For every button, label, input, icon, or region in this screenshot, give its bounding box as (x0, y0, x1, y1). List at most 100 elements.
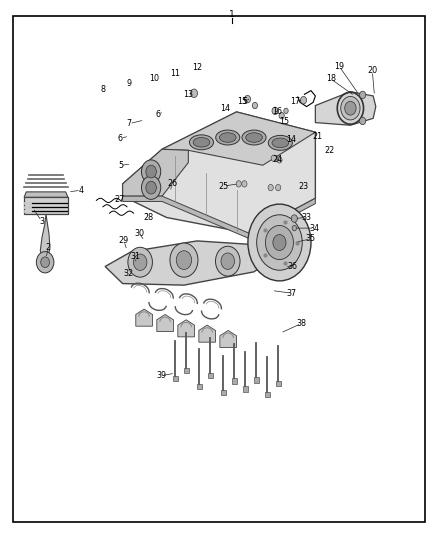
Text: 6: 6 (155, 110, 160, 118)
Ellipse shape (193, 138, 210, 147)
Ellipse shape (190, 135, 214, 150)
Polygon shape (24, 192, 68, 197)
Circle shape (272, 107, 278, 115)
Polygon shape (157, 314, 173, 332)
Ellipse shape (219, 133, 236, 142)
Circle shape (236, 181, 241, 187)
Polygon shape (162, 112, 315, 165)
Circle shape (141, 160, 161, 183)
Text: 28: 28 (144, 214, 154, 222)
Text: 36: 36 (288, 262, 297, 271)
Circle shape (273, 235, 286, 251)
Bar (243, 386, 248, 392)
Circle shape (276, 184, 281, 191)
Text: 34: 34 (310, 224, 319, 232)
Bar (184, 368, 189, 373)
Circle shape (41, 257, 49, 268)
Text: 38: 38 (297, 319, 306, 328)
Circle shape (341, 96, 360, 120)
Text: 26: 26 (167, 180, 177, 188)
Text: 22: 22 (325, 146, 335, 155)
Circle shape (279, 112, 284, 119)
Text: 24: 24 (272, 156, 283, 164)
Text: 8: 8 (100, 85, 106, 94)
Text: 1: 1 (229, 11, 235, 19)
Polygon shape (136, 309, 152, 326)
Text: 39: 39 (156, 372, 166, 380)
Ellipse shape (216, 130, 240, 145)
Bar (276, 381, 281, 386)
Bar (173, 376, 178, 381)
Ellipse shape (272, 138, 289, 148)
Polygon shape (315, 92, 376, 125)
Text: 12: 12 (192, 63, 202, 72)
Circle shape (284, 108, 288, 114)
Text: 5: 5 (243, 97, 248, 106)
Text: 29: 29 (119, 237, 129, 245)
Bar (197, 384, 202, 389)
Circle shape (345, 101, 356, 115)
Circle shape (300, 96, 307, 104)
Circle shape (360, 91, 366, 99)
Circle shape (134, 254, 147, 270)
Polygon shape (24, 197, 68, 214)
Bar (221, 390, 226, 395)
Text: 7: 7 (127, 119, 132, 128)
Text: 11: 11 (170, 69, 180, 77)
Text: 16: 16 (272, 108, 282, 116)
Circle shape (291, 215, 297, 222)
Circle shape (176, 251, 192, 270)
Ellipse shape (242, 130, 266, 145)
Circle shape (191, 89, 198, 98)
Text: 14: 14 (286, 135, 296, 144)
Text: 2: 2 (46, 244, 51, 252)
Polygon shape (123, 149, 188, 196)
Polygon shape (220, 330, 237, 348)
Circle shape (215, 246, 240, 276)
Text: 6: 6 (118, 134, 123, 143)
Ellipse shape (268, 135, 293, 150)
Circle shape (242, 181, 247, 187)
Text: 18: 18 (326, 75, 336, 83)
Circle shape (360, 117, 366, 125)
Text: 9: 9 (127, 79, 132, 88)
Bar (254, 377, 259, 383)
Text: 31: 31 (131, 253, 141, 261)
Text: 30: 30 (134, 229, 144, 238)
Polygon shape (123, 196, 315, 239)
Circle shape (146, 181, 156, 194)
Bar (208, 373, 213, 378)
Circle shape (292, 225, 297, 231)
Circle shape (244, 95, 251, 103)
Text: 14: 14 (220, 104, 230, 112)
Polygon shape (40, 214, 50, 261)
Ellipse shape (246, 133, 262, 142)
Polygon shape (105, 241, 276, 285)
Circle shape (221, 253, 234, 269)
Text: 13: 13 (184, 91, 193, 99)
Circle shape (271, 155, 276, 161)
Circle shape (141, 176, 161, 199)
Circle shape (268, 184, 273, 191)
Text: 15: 15 (279, 117, 289, 126)
Text: 17: 17 (290, 97, 300, 106)
Circle shape (248, 204, 311, 281)
Text: 15: 15 (237, 97, 247, 106)
Text: 3: 3 (39, 217, 44, 225)
Text: 37: 37 (286, 289, 297, 297)
Text: 27: 27 (114, 195, 124, 204)
Polygon shape (123, 112, 315, 233)
Text: 21: 21 (312, 133, 323, 141)
Circle shape (36, 252, 54, 273)
Circle shape (128, 247, 152, 277)
Circle shape (265, 225, 293, 260)
Text: 20: 20 (367, 67, 378, 75)
Circle shape (277, 157, 282, 163)
Text: 23: 23 (298, 182, 309, 190)
Text: 35: 35 (306, 235, 316, 243)
Text: 33: 33 (302, 213, 311, 222)
Circle shape (146, 165, 156, 178)
Bar (265, 392, 270, 397)
Text: 19: 19 (334, 62, 345, 71)
Circle shape (257, 215, 302, 270)
